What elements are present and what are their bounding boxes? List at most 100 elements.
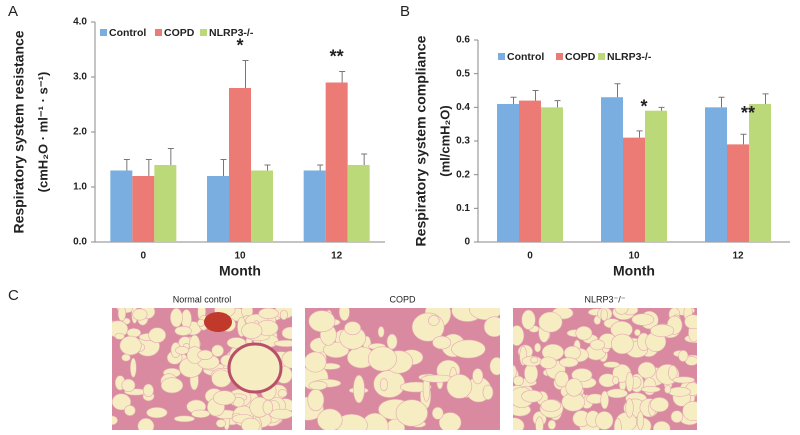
alveolus — [483, 316, 500, 338]
alveolus — [175, 346, 189, 355]
alveolus — [603, 361, 620, 368]
alveolus — [137, 417, 155, 430]
alveolus — [215, 419, 226, 428]
y-tick-label: 2.0 — [73, 127, 87, 138]
legend-label: NLRP3-/- — [607, 51, 652, 63]
y-axis-title: Respiratory system resistance — [11, 30, 27, 233]
alveolus — [112, 393, 132, 411]
alveolus — [132, 308, 148, 321]
alveolus — [386, 333, 398, 350]
error-bar — [614, 83, 621, 98]
alveolus — [571, 368, 593, 382]
bar — [749, 103, 771, 242]
alveolus — [625, 371, 634, 392]
alveolus — [367, 346, 397, 372]
x-tick-label: 0 — [141, 251, 147, 262]
alveolus — [117, 308, 127, 322]
y-tick-label: 0 — [464, 237, 470, 248]
alveolus — [181, 309, 192, 330]
legend-swatch — [155, 29, 162, 36]
alveolus — [281, 350, 292, 369]
alveolus — [513, 417, 525, 430]
alveolus — [575, 325, 593, 341]
alveolus — [395, 399, 428, 427]
error-bar — [636, 130, 643, 138]
alveolus — [432, 335, 452, 350]
x-axis-title: Month — [613, 263, 655, 279]
bar — [541, 107, 563, 242]
alveolus — [637, 361, 656, 379]
y-tick-label: 1.0 — [73, 182, 87, 193]
alveolus — [124, 405, 136, 416]
error-bar — [510, 96, 517, 104]
error-bar — [220, 159, 227, 176]
annotation: ** — [330, 46, 344, 66]
error-bar — [718, 96, 725, 108]
x-tick-label: 12 — [331, 251, 343, 262]
alveolus — [540, 399, 561, 412]
bar — [325, 82, 348, 242]
bar — [303, 170, 326, 242]
alveolus — [338, 308, 350, 321]
histology-image — [305, 308, 500, 430]
alveolus — [650, 324, 675, 338]
alveolus — [614, 308, 629, 315]
alveolus — [672, 376, 695, 384]
bar — [229, 88, 251, 242]
alveolus — [600, 308, 608, 322]
bar — [645, 110, 667, 242]
alveolus — [649, 397, 669, 413]
alveolus — [344, 321, 362, 336]
error-bar — [361, 153, 368, 165]
y-tick-label: 0.1 — [456, 203, 470, 214]
alveolus — [377, 326, 385, 338]
airway — [227, 342, 283, 394]
bar — [497, 103, 519, 242]
alveolus — [625, 398, 634, 418]
alveolus — [308, 310, 336, 333]
alveolus — [565, 378, 583, 397]
alveolus — [606, 388, 628, 399]
alveolus — [682, 401, 697, 422]
alveolus — [534, 342, 542, 353]
alveolus — [241, 417, 261, 430]
alveolus — [559, 357, 579, 368]
bar — [132, 176, 155, 242]
y-tick-label: 0.2 — [456, 169, 470, 180]
bar — [110, 170, 133, 242]
alveolus — [446, 373, 473, 399]
alveolus — [241, 322, 263, 339]
y-axis-title: (cmH₂O · ml⁻¹ · s⁻¹) — [35, 72, 50, 193]
alveolus — [197, 319, 205, 327]
alveolus — [307, 388, 325, 412]
alveolus — [277, 389, 288, 398]
alveolus — [258, 308, 279, 320]
alveolus — [482, 384, 494, 400]
error-bar — [123, 159, 130, 171]
bar — [623, 137, 645, 242]
alveolus — [521, 389, 543, 403]
legend-swatch — [556, 53, 563, 60]
alveolus — [593, 315, 602, 325]
alveolus — [472, 368, 484, 385]
alveolus — [129, 357, 137, 378]
legend-label: Control — [507, 51, 544, 63]
alveolus — [174, 325, 192, 336]
y-tick-label: 3.0 — [73, 72, 87, 83]
alveolus — [197, 349, 213, 360]
error-bar — [554, 100, 561, 108]
alveolus — [269, 408, 292, 420]
alveolus — [273, 339, 292, 348]
alveolus — [226, 337, 247, 349]
bar — [601, 97, 623, 242]
panel-label: A — [8, 3, 18, 20]
y-tick-label: 0.3 — [456, 136, 470, 147]
annotation: * — [640, 96, 647, 116]
alveolus — [513, 375, 524, 386]
alveolus — [538, 311, 563, 333]
alveolus — [595, 411, 614, 430]
alveolus — [554, 370, 569, 388]
error-bar — [264, 164, 271, 171]
error-bar — [167, 148, 174, 165]
alveolus — [535, 416, 544, 430]
